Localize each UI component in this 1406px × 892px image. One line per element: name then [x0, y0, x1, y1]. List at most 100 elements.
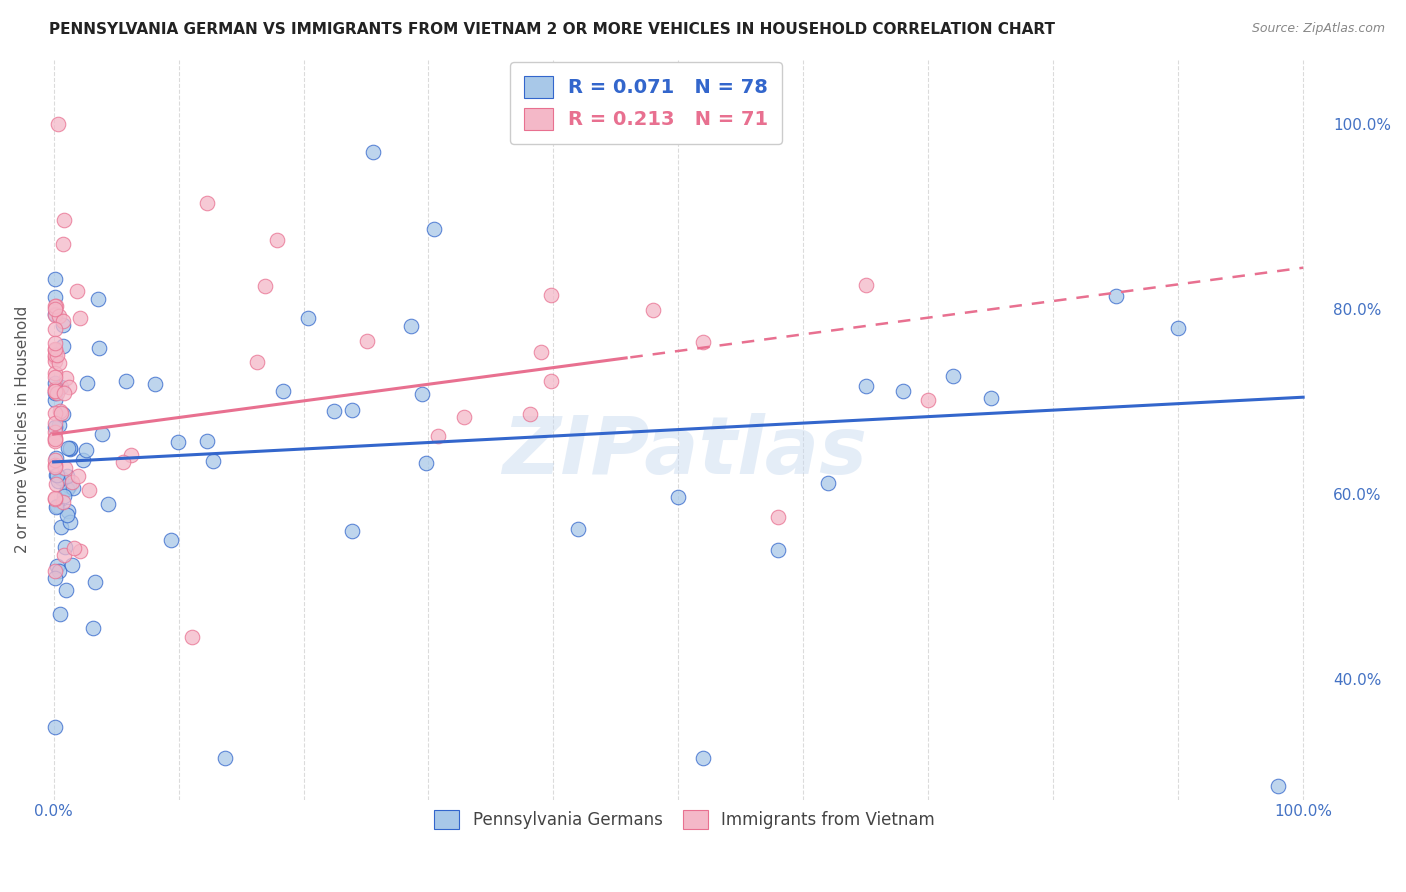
- Point: [56, 504, 79, 518]
- Point: [246, 354, 269, 368]
- Text: ZIPatlas: ZIPatlas: [502, 413, 868, 491]
- Point: [60, 558, 83, 572]
- Point: [44, 432, 66, 446]
- Point: [82, 621, 104, 635]
- Point: [426, 428, 449, 442]
- Point: [340, 524, 363, 538]
- Point: [112, 455, 135, 469]
- Point: [540, 374, 562, 388]
- Point: [49, 519, 72, 533]
- Point: [55, 461, 77, 475]
- Point: [453, 409, 475, 424]
- Point: [340, 403, 363, 417]
- Point: [356, 334, 378, 348]
- Point: [44, 458, 66, 472]
- Y-axis label: 2 or more Vehicles in Household: 2 or more Vehicles in Household: [15, 306, 30, 553]
- Point: [44, 383, 66, 397]
- Point: [79, 483, 101, 497]
- Point: [58, 441, 80, 455]
- Point: [643, 302, 665, 317]
- Point: [97, 497, 120, 511]
- Point: [91, 426, 114, 441]
- Point: [942, 368, 965, 383]
- Point: [53, 213, 76, 227]
- Point: [55, 371, 77, 385]
- Point: [361, 145, 384, 160]
- Point: [52, 407, 75, 421]
- Point: [52, 313, 75, 327]
- Point: [46, 117, 69, 131]
- Point: [48, 417, 70, 432]
- Point: [44, 431, 66, 445]
- Point: [44, 491, 66, 506]
- Point: [69, 311, 91, 326]
- Point: [44, 369, 66, 384]
- Point: [114, 374, 136, 388]
- Point: [44, 384, 66, 399]
- Point: [58, 479, 80, 493]
- Point: [52, 495, 75, 509]
- Point: [49, 607, 72, 622]
- Point: [399, 318, 422, 333]
- Point: [266, 233, 288, 247]
- Point: [44, 336, 66, 351]
- Point: [76, 376, 98, 390]
- Point: [87, 341, 110, 355]
- Point: [297, 310, 319, 325]
- Point: [195, 196, 218, 211]
- Point: [1105, 288, 1128, 302]
- Point: [44, 308, 66, 322]
- Point: [45, 468, 67, 483]
- Point: [53, 549, 76, 563]
- Point: [519, 407, 541, 421]
- Point: [44, 416, 66, 430]
- Point: [768, 510, 790, 524]
- Point: [120, 448, 142, 462]
- Point: [180, 630, 202, 644]
- Point: [891, 384, 914, 398]
- Point: [44, 347, 66, 361]
- Point: [415, 456, 437, 470]
- Point: [60, 475, 83, 490]
- Point: [56, 468, 79, 483]
- Point: [55, 582, 77, 597]
- Point: [86, 292, 108, 306]
- Point: [45, 450, 67, 465]
- Point: [817, 476, 839, 491]
- Text: PENNSYLVANIA GERMAN VS IMMIGRANTS FROM VIETNAM 2 OR MORE VEHICLES IN HOUSEHOLD C: PENNSYLVANIA GERMAN VS IMMIGRANTS FROM V…: [49, 22, 1056, 37]
- Point: [44, 366, 66, 380]
- Point: [540, 288, 562, 302]
- Point: [63, 541, 86, 555]
- Point: [45, 500, 67, 514]
- Point: [322, 404, 344, 418]
- Point: [53, 540, 76, 554]
- Point: [52, 385, 75, 400]
- Point: [143, 377, 166, 392]
- Point: [167, 435, 190, 450]
- Point: [55, 508, 77, 523]
- Point: [66, 284, 89, 298]
- Point: [44, 309, 66, 323]
- Point: [58, 380, 80, 394]
- Point: [44, 434, 66, 449]
- Point: [44, 384, 66, 398]
- Point: [46, 474, 69, 488]
- Point: [44, 460, 66, 475]
- Point: [44, 301, 66, 316]
- Point: [59, 515, 82, 529]
- Point: [768, 543, 790, 558]
- Point: [49, 380, 72, 394]
- Point: [44, 376, 66, 390]
- Point: [45, 476, 67, 491]
- Point: [44, 720, 66, 734]
- Point: [62, 481, 84, 495]
- Point: [45, 500, 67, 514]
- Point: [1267, 779, 1289, 793]
- Point: [44, 425, 66, 439]
- Point: [44, 343, 66, 357]
- Point: [1167, 320, 1189, 334]
- Point: [44, 386, 66, 401]
- Point: [44, 350, 66, 364]
- Point: [59, 442, 82, 457]
- Point: [44, 452, 66, 467]
